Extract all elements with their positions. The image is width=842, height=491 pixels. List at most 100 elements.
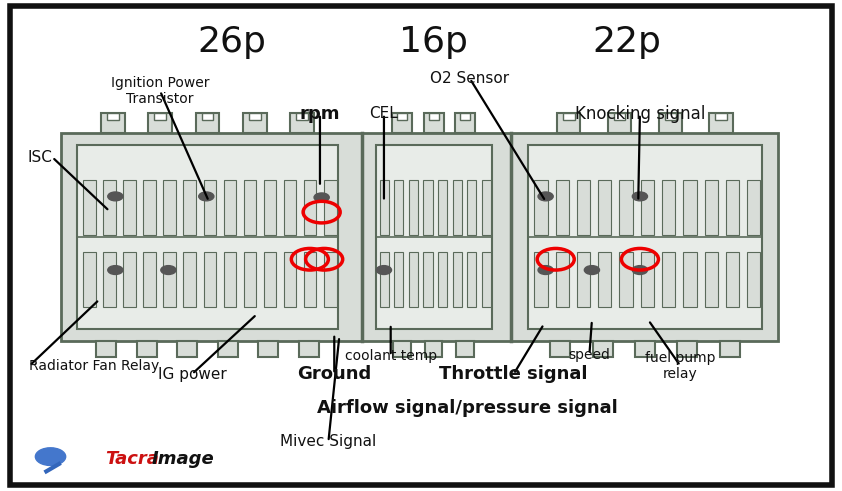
Bar <box>705 251 718 307</box>
Bar <box>107 113 119 120</box>
Bar <box>482 180 491 235</box>
Bar <box>218 341 237 357</box>
Text: fuel pump
relay: fuel pump relay <box>645 351 716 381</box>
Bar <box>662 180 675 235</box>
Bar <box>662 251 675 307</box>
Bar <box>154 113 166 120</box>
Circle shape <box>632 192 647 201</box>
Text: IG power: IG power <box>157 367 226 382</box>
Circle shape <box>632 266 647 274</box>
Text: Mivec Signal: Mivec Signal <box>280 435 376 449</box>
Bar <box>550 341 570 357</box>
Bar <box>710 113 733 133</box>
Bar <box>143 180 156 235</box>
Bar <box>204 251 216 307</box>
Bar <box>424 180 433 235</box>
Text: Knocking signal: Knocking signal <box>575 105 705 123</box>
Circle shape <box>199 192 214 201</box>
Bar <box>103 180 115 235</box>
Bar <box>438 180 447 235</box>
Bar <box>324 251 337 307</box>
Bar <box>61 133 778 341</box>
Bar <box>716 113 727 120</box>
Bar <box>163 180 176 235</box>
Text: Image: Image <box>152 450 215 468</box>
Bar <box>284 180 296 235</box>
Bar <box>397 113 407 120</box>
Bar <box>664 113 676 120</box>
Bar <box>380 180 389 235</box>
Bar <box>683 180 696 235</box>
Bar <box>598 251 611 307</box>
Text: Throttle signal: Throttle signal <box>440 365 588 383</box>
Bar <box>394 180 403 235</box>
Bar <box>243 251 256 307</box>
Circle shape <box>314 193 329 202</box>
Bar <box>641 180 654 235</box>
Text: speed: speed <box>568 348 610 361</box>
Bar <box>284 251 296 307</box>
Bar <box>705 180 718 235</box>
Bar <box>101 113 125 133</box>
Bar <box>304 251 317 307</box>
Text: Tacra: Tacra <box>105 450 159 468</box>
Text: Airflow signal/pressure signal: Airflow signal/pressure signal <box>317 399 618 416</box>
Bar <box>456 341 474 357</box>
Bar <box>148 113 172 133</box>
FancyBboxPatch shape <box>10 6 832 485</box>
Bar <box>394 251 403 307</box>
Bar <box>456 113 475 133</box>
Bar <box>178 341 197 357</box>
Bar <box>77 145 338 329</box>
Bar <box>304 180 317 235</box>
Circle shape <box>538 266 553 274</box>
Bar <box>635 341 655 357</box>
Bar <box>461 113 470 120</box>
Bar <box>747 251 760 307</box>
Text: 22p: 22p <box>593 25 662 59</box>
Bar <box>424 113 444 133</box>
Circle shape <box>35 448 66 465</box>
Bar <box>425 341 443 357</box>
Bar <box>195 113 219 133</box>
Bar <box>224 251 236 307</box>
Circle shape <box>108 266 123 274</box>
Bar <box>528 145 762 329</box>
Bar <box>290 113 314 133</box>
Bar <box>103 251 115 307</box>
Bar <box>577 251 590 307</box>
Bar <box>720 341 740 357</box>
Text: ISC: ISC <box>27 150 52 164</box>
Bar <box>726 251 739 307</box>
Bar <box>409 251 418 307</box>
Bar <box>593 341 613 357</box>
Bar <box>393 341 411 357</box>
Bar <box>143 251 156 307</box>
Bar <box>184 180 196 235</box>
Bar <box>123 251 136 307</box>
Circle shape <box>538 192 553 201</box>
Bar <box>201 113 214 120</box>
Bar <box>204 180 216 235</box>
Bar <box>452 180 461 235</box>
Bar <box>424 251 433 307</box>
Bar <box>683 251 696 307</box>
Bar <box>620 180 632 235</box>
Bar <box>535 180 547 235</box>
Circle shape <box>108 192 123 201</box>
Bar <box>123 180 136 235</box>
Bar <box>556 251 569 307</box>
Bar <box>429 113 439 120</box>
Bar <box>438 251 447 307</box>
Bar <box>557 113 580 133</box>
Bar <box>562 113 574 120</box>
Bar <box>409 180 418 235</box>
Text: CEL: CEL <box>370 107 398 121</box>
Circle shape <box>376 266 392 274</box>
Bar <box>658 113 682 133</box>
Bar <box>83 180 96 235</box>
Text: Ground: Ground <box>297 365 371 383</box>
Bar <box>677 341 697 357</box>
Bar <box>136 341 157 357</box>
Bar <box>577 180 590 235</box>
